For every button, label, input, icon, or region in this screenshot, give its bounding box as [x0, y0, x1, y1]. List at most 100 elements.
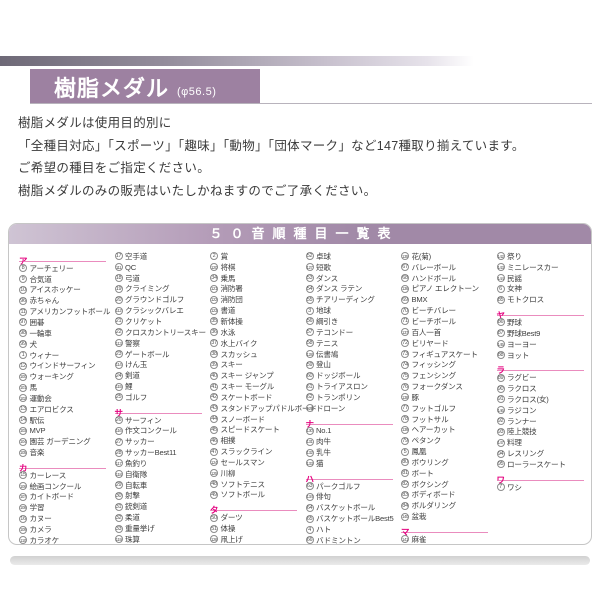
- item-number-badge: 15: [19, 471, 27, 480]
- item-number-badge: 53: [305, 274, 314, 283]
- item-number-badge: 66: [305, 536, 314, 544]
- item-row: 72 ビリヤード: [401, 338, 497, 349]
- item-row: 135 花(菊): [401, 251, 497, 262]
- item-row: 143 ミニレースカー: [496, 262, 592, 273]
- item-number-badge: 61: [305, 382, 314, 391]
- item-number-badge: 133: [305, 459, 314, 468]
- item-row: 109 カメラ: [19, 524, 115, 535]
- item-number-badge: 123: [210, 306, 218, 315]
- item-label: カヌー: [29, 514, 52, 524]
- item-number-badge: 127: [305, 263, 314, 272]
- item-label: クラシックバレエ: [125, 306, 184, 316]
- item-label: 女神: [507, 284, 522, 294]
- kana-section-header: タ: [210, 500, 297, 515]
- item-label: スキー モーグル: [220, 382, 275, 392]
- item-label: 陸上競技: [507, 427, 537, 437]
- item-row: 141 麻雀: [401, 534, 497, 544]
- item-label: 馬: [29, 383, 38, 393]
- item-number-badge: 124: [210, 458, 218, 467]
- item-label: 射撃: [125, 491, 140, 501]
- item-label: QC: [125, 262, 136, 272]
- item-number-badge: 21: [114, 317, 123, 326]
- item-label: スラックライン: [220, 447, 273, 457]
- item-label: ウインドサーフィン: [29, 361, 96, 371]
- item-row: 20 グラウンドゴルフ: [114, 294, 211, 305]
- item-label: 絵画コンクール: [29, 481, 82, 491]
- item-number-badge: 111: [114, 263, 123, 272]
- item-number-badge: 58: [305, 339, 314, 348]
- item-row: 115 鯉: [114, 381, 211, 392]
- item-number-badge: 125: [210, 469, 218, 478]
- item-label: モトクロス: [507, 295, 544, 305]
- item-row: 146 ラジコン: [496, 405, 592, 416]
- item-number-badge: 6: [496, 284, 505, 293]
- item-number-badge: 65: [305, 514, 314, 523]
- item-row: 111 QC: [114, 262, 211, 273]
- item-row: 102 運動会: [19, 393, 115, 404]
- item-row: 136 ピアノ エレクトーン: [401, 284, 497, 295]
- item-number-badge: 45: [210, 425, 218, 434]
- item-label: 野球: [507, 317, 522, 327]
- item-label: ビーチボール: [411, 316, 457, 326]
- item-label: ゴルフ: [125, 392, 148, 402]
- item-number-badge: 10: [19, 285, 27, 294]
- item-number-badge: 5: [401, 447, 409, 456]
- item-row: 116 作文コンクール: [114, 426, 211, 437]
- item-row: 89 ラグビー: [496, 372, 592, 383]
- item-label: テニス: [316, 338, 339, 348]
- item-column: ア 8 アーチェリー 9 合気道 10 アイスホッケー 96 赤ちゃん 11 アメリカンフットボール…: [19, 251, 115, 545]
- item-label: 肉牛: [316, 437, 331, 447]
- item-number-badge: 108: [19, 503, 27, 512]
- item-label: 園芸 ガーデニング: [29, 437, 91, 447]
- item-label: バスケットボール: [316, 503, 376, 513]
- item-row: 133 猫: [305, 458, 402, 469]
- item-label: サッカー: [125, 437, 155, 447]
- item-number-badge: 114: [114, 360, 123, 369]
- item-row: 79 ペタンク: [401, 435, 497, 446]
- item-number-badge: 104: [19, 437, 27, 446]
- item-number-badge: 14: [19, 416, 27, 425]
- species-table: ５０音順種目一覧表 ア 8 アーチェリー 9 合気道 10 アイスホッケー 96 赤ちゃん 11 ア…: [8, 223, 592, 545]
- item-label: ボート: [411, 468, 434, 478]
- item-number-badge: 69: [401, 295, 409, 304]
- item-number-badge: 39: [210, 360, 218, 369]
- item-row: 48 ソフトテニス: [210, 479, 306, 490]
- item-label: レスリング: [507, 449, 544, 459]
- item-number-badge: 94: [496, 449, 505, 458]
- item-label: 弓道: [125, 273, 140, 283]
- item-number-badge: 20: [114, 295, 123, 304]
- item-number-badge: 30: [114, 491, 123, 500]
- item-row: 123 書道: [210, 305, 306, 316]
- item-label: ウィナー: [29, 350, 60, 360]
- item-number-badge: 8: [19, 264, 27, 273]
- item-row: 138 豚: [401, 392, 497, 403]
- item-row: 11 アメリカンフットボール: [19, 306, 115, 317]
- item-row: 140 盆栽: [401, 511, 497, 522]
- item-number-badge: 11: [19, 307, 27, 316]
- kana-label: ナ: [305, 418, 315, 429]
- item-number-badge: 47: [210, 447, 218, 456]
- section-divider-bar: [10, 556, 590, 565]
- item-number-badge: 126: [210, 535, 218, 544]
- item-row: 94 レスリング: [496, 448, 592, 459]
- item-row: 77 フットゴルフ: [401, 403, 497, 414]
- item-label: ドッジボール: [316, 371, 361, 381]
- item-row: 61 トライアスロン: [305, 381, 402, 392]
- item-number-badge: 51: [210, 524, 218, 533]
- item-row: 76 フォークダンス: [401, 381, 497, 392]
- item-row: 104 園芸 ガーデニング: [19, 436, 115, 447]
- item-row: 10 アイスホッケー: [19, 285, 115, 296]
- item-row: 106 絵画コンクール: [19, 481, 115, 492]
- item-label: ソフトテニス: [220, 479, 266, 489]
- kana-section-header: ラ: [496, 360, 584, 375]
- item-label: クロスカントリースキー: [125, 327, 206, 337]
- kana-label: ハ: [305, 473, 315, 484]
- item-row: 24 剣道: [114, 370, 211, 381]
- item-row: 21 クリケット: [114, 316, 211, 327]
- item-label: カラオケ: [29, 535, 60, 545]
- item-row: 34 乗馬: [210, 273, 306, 284]
- item-number-badge: 89: [496, 373, 505, 382]
- item-number-badge: 100: [19, 372, 27, 381]
- item-number-badge: 54: [305, 284, 314, 293]
